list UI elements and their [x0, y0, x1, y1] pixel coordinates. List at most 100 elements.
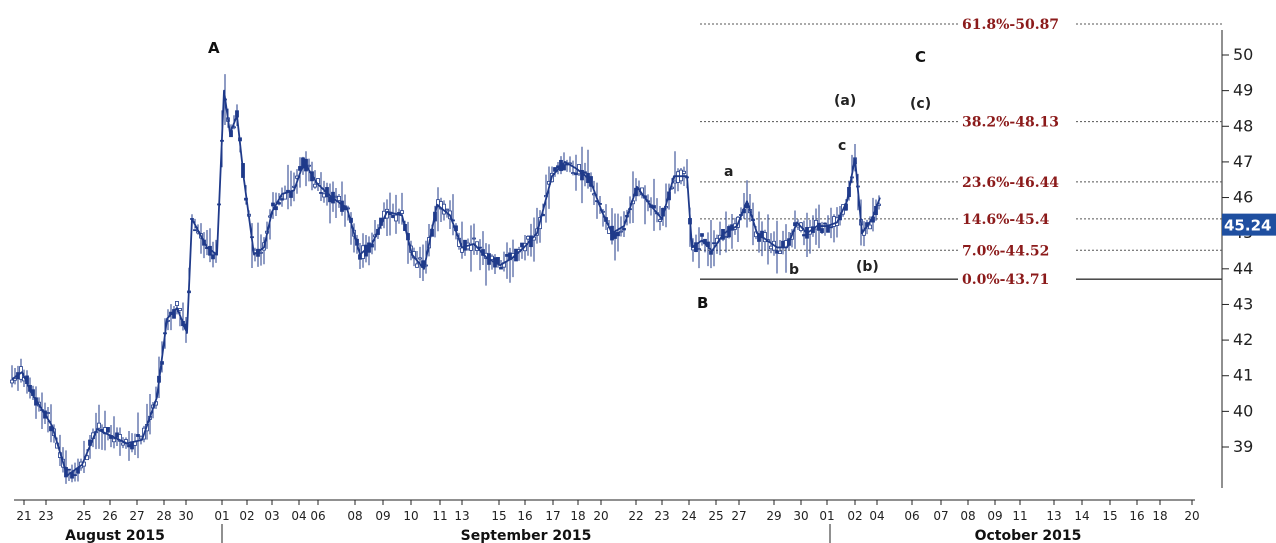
fib-label-bg — [958, 270, 1076, 288]
x-tick-label: 25 — [76, 509, 91, 523]
x-tick-label: 13 — [454, 509, 469, 523]
candle-body — [445, 208, 449, 211]
x-tick-label: 29 — [766, 509, 781, 523]
candle-body — [562, 164, 566, 171]
candle-body — [673, 180, 677, 184]
x-tick-label: 04 — [291, 509, 306, 523]
x-tick-label: 11 — [1012, 509, 1027, 523]
candle-body — [334, 195, 338, 198]
candle-body — [583, 171, 587, 174]
candle-body — [280, 198, 284, 201]
x-tick-label: 24 — [681, 509, 696, 523]
month-label: October 2015 — [975, 528, 1082, 543]
candle-body — [178, 308, 182, 311]
fib-label-bg — [958, 14, 1076, 32]
candle-body — [619, 230, 623, 233]
candle-body — [106, 427, 110, 433]
candle-body — [700, 233, 704, 237]
x-tick-label: 22 — [628, 509, 643, 523]
x-tick-label: 09 — [375, 509, 390, 523]
x-tick-label: 01 — [819, 509, 834, 523]
x-tick-label: 20 — [593, 509, 608, 523]
y-tick-label: 47 — [1233, 152, 1253, 171]
candle-body — [118, 434, 122, 442]
candle-body — [676, 171, 680, 183]
candle-body — [499, 266, 503, 270]
x-tick-label: 07 — [933, 509, 948, 523]
fib-level-label: 0.0%-43.71 — [962, 272, 1049, 288]
y-tick-label: 48 — [1233, 116, 1253, 135]
candle-body — [67, 468, 71, 471]
candle-body — [211, 254, 215, 260]
x-tick-label: 10 — [403, 509, 418, 523]
x-tick-label: 16 — [517, 509, 532, 523]
candle-body — [694, 242, 698, 253]
y-tick-label: 40 — [1233, 401, 1253, 420]
x-tick-label: 02 — [239, 509, 254, 523]
candle-body — [571, 172, 575, 175]
candle-body — [322, 193, 326, 198]
x-tick-label: 15 — [1102, 509, 1117, 523]
x-tick-label: 06 — [904, 509, 919, 523]
candle-body — [127, 444, 131, 448]
candle-body — [823, 222, 827, 225]
candle-body — [781, 240, 785, 248]
candle-body — [490, 255, 494, 260]
x-tick-label: 08 — [960, 509, 975, 523]
candle-body — [307, 164, 311, 167]
candle-body — [136, 434, 140, 437]
candle-body — [313, 183, 317, 188]
candle-body — [724, 236, 728, 238]
candle-body — [505, 254, 509, 257]
x-tick-label: 02 — [847, 509, 862, 523]
candle-body — [463, 239, 467, 251]
candle-body — [526, 235, 530, 240]
candle-body — [337, 196, 341, 201]
x-tick-label: 23 — [38, 509, 53, 523]
fib-level-label: 14.6%-45.4 — [962, 212, 1050, 228]
last-price-label: 45.24 — [1224, 217, 1271, 235]
candle-body — [319, 192, 323, 194]
fib-label-bg — [958, 112, 1076, 130]
x-tick-label: 17 — [545, 509, 560, 523]
candle-body — [682, 170, 686, 174]
x-tick-label: 30 — [793, 509, 808, 523]
candle-body — [193, 229, 197, 232]
wave-label: b — [789, 262, 799, 278]
candle-body — [121, 442, 125, 446]
x-tick-label: 15 — [491, 509, 506, 523]
fib-level-label: 7.0%-44.52 — [962, 243, 1049, 259]
candle-body — [520, 242, 524, 248]
wave-label: (b) — [856, 259, 879, 275]
candle-body — [778, 250, 782, 254]
candle-body — [400, 210, 404, 214]
y-tick-label: 42 — [1233, 330, 1253, 349]
y-tick-label: 50 — [1233, 45, 1253, 64]
x-tick-label: 28 — [156, 509, 171, 523]
fib-label-bg — [958, 209, 1076, 227]
candle-body — [46, 412, 50, 414]
candle-body — [394, 214, 398, 222]
candle-body — [574, 172, 578, 176]
fib-level-label: 38.2%-48.13 — [962, 115, 1059, 131]
x-tick-label: 30 — [178, 509, 193, 523]
candle-body — [829, 226, 833, 229]
y-tick-label: 49 — [1233, 81, 1253, 100]
wave-label: C — [915, 48, 926, 66]
fib-level-label: 23.6%-46.44 — [962, 175, 1059, 191]
last-price-tag — [1222, 213, 1276, 236]
wave-label: a — [724, 164, 733, 180]
x-tick-label: 16 — [1129, 509, 1144, 523]
candle-body — [460, 247, 464, 253]
candle-body — [175, 301, 179, 306]
x-tick-label: 26 — [102, 509, 117, 523]
y-tick-label: 39 — [1233, 437, 1253, 456]
price-trace — [11, 89, 881, 477]
wave-label: B — [697, 294, 708, 312]
candle-body — [10, 379, 14, 384]
candle-body — [112, 438, 116, 443]
x-tick-label: 27 — [129, 509, 144, 523]
candle-body — [259, 251, 263, 254]
